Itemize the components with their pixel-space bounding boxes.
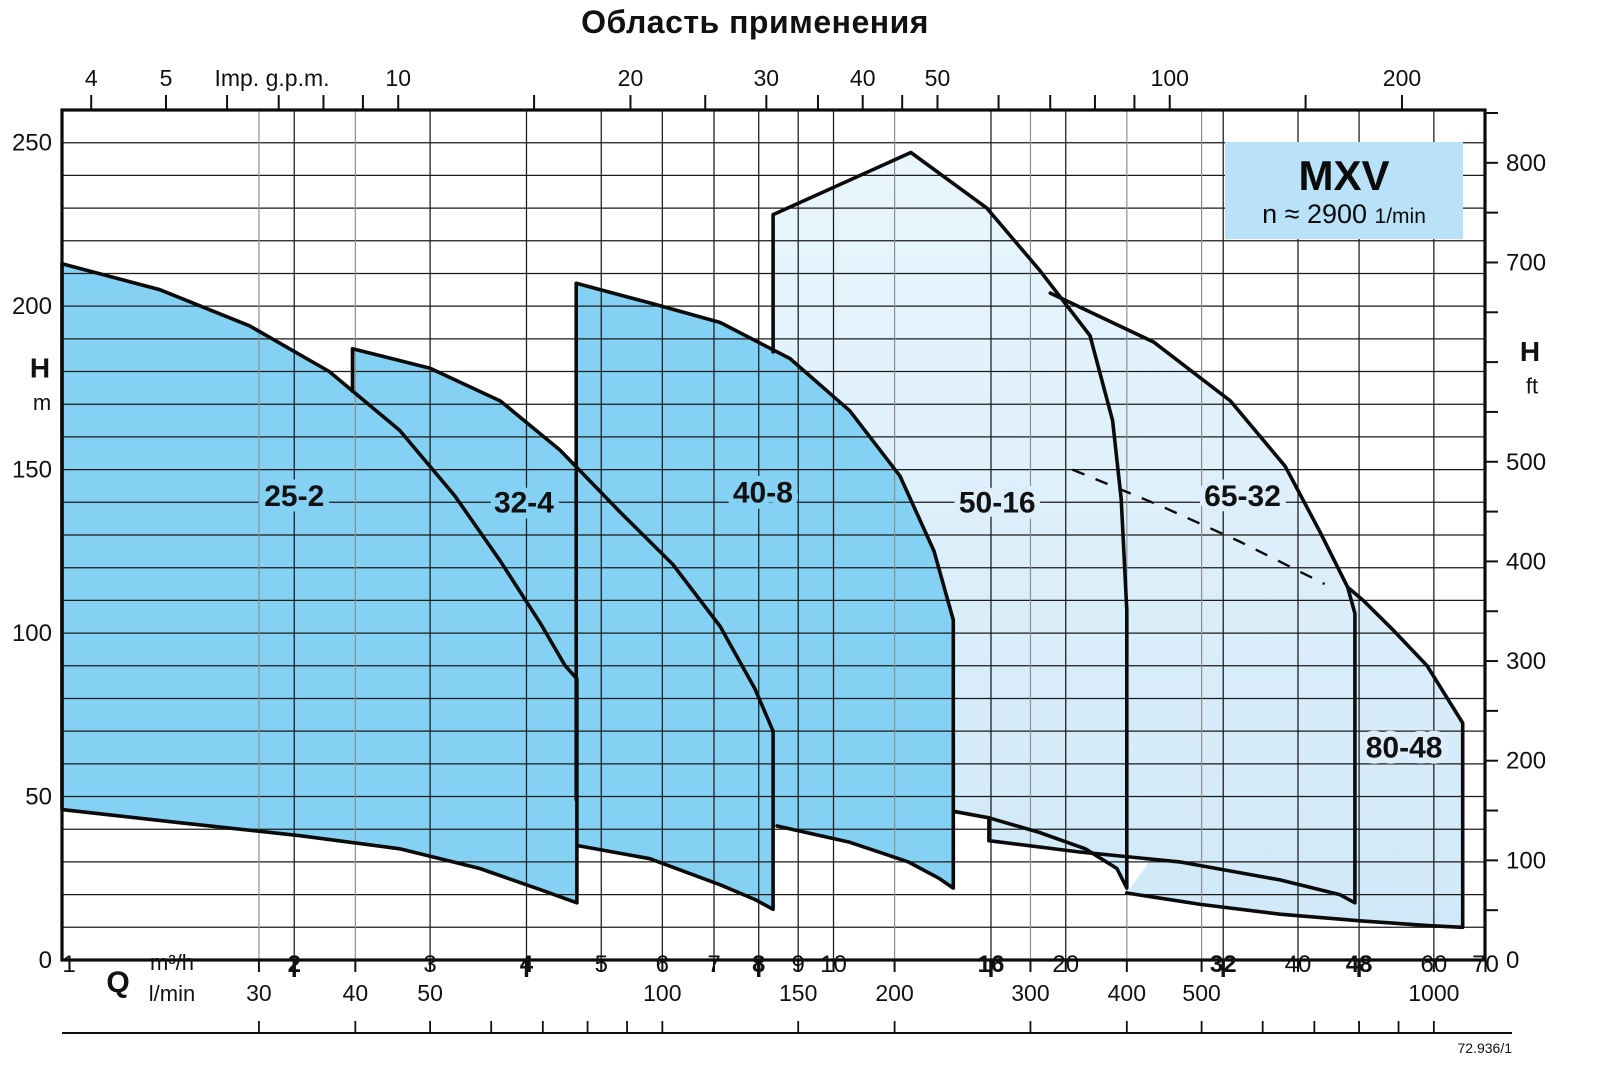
left-tick-label: 100 [12, 620, 52, 647]
left-tick-label: 250 [12, 130, 52, 157]
region-fill-80-48 [1126, 587, 1463, 928]
bottom-lmin-label: 200 [875, 980, 913, 1006]
left-tick-label: 150 [12, 457, 52, 484]
drawing-reference: 72.936/1 [1457, 1040, 1513, 1056]
legend-speed-unit: 1/min [1374, 204, 1426, 228]
region-outline-layer [60, 150, 1465, 930]
right-tick-label: 500 [1506, 449, 1546, 476]
bottom-m3h-label: 4 [520, 951, 534, 978]
top-tick-label: 20 [618, 65, 644, 91]
top-axis-unit: Imp. g.p.m. [214, 65, 329, 91]
top-tick-label: 4 [85, 65, 98, 91]
bottom-lmin-label: 40 [343, 980, 369, 1006]
bottom-m3h-label: 10 [820, 951, 847, 978]
left-tick-label: 0 [39, 947, 52, 974]
region-outline-25-2 [60, 261, 579, 905]
region-outline-50-16 [771, 150, 1129, 890]
bottom-lmin-label: 50 [417, 980, 443, 1006]
region-label-80-48: 80-48 [1366, 732, 1443, 765]
region-label-50-16: 50-16 [959, 486, 1036, 519]
bottom-lmin-label: 500 [1182, 980, 1220, 1006]
bottom-lmin-label: 150 [779, 980, 817, 1006]
bottom-m3h-label: 9 [792, 951, 805, 978]
legend-box: MXV n ≈ 2900 1/min [1225, 142, 1463, 239]
bottom-lmin-label: 300 [1011, 980, 1049, 1006]
right-axis-unit: ft [1526, 374, 1538, 399]
bottom-m3h-label: 48 [1346, 951, 1373, 978]
legend-model: MXV [1298, 151, 1390, 199]
bottom-lmin-label: 100 [643, 980, 681, 1006]
right-axis-symbol: H [1520, 336, 1540, 367]
bottom-m3h-label: 2 [288, 951, 301, 978]
bottom-m3h-label: 70 [1472, 951, 1499, 978]
bottom-lmin-label: 30 [246, 980, 272, 1006]
left-tick-label: 50 [25, 784, 52, 811]
bottom-m3h-label: 5 [595, 951, 608, 978]
top-tick-label: 200 [1383, 65, 1421, 91]
left-tick-label: 200 [12, 293, 52, 320]
dark-regions-fill-layer [62, 263, 954, 910]
region-label-40-8: 40-8 [733, 477, 793, 510]
bottom-m3h-label: 16 [978, 951, 1005, 978]
bottom-m3h-label: 8 [752, 951, 765, 978]
bottom-m3h-label: 6 [656, 951, 669, 978]
right-tick-label: 300 [1506, 648, 1546, 675]
dashed-limit-line [1071, 468, 1326, 586]
region-fill-40-8 [576, 283, 954, 889]
right-zero-label: 0 [1506, 947, 1519, 974]
bottom-m3h-label: 20 [1052, 951, 1079, 978]
legend-speed-value: n ≈ 2900 [1262, 198, 1368, 229]
top-tick-label: 50 [925, 65, 951, 91]
chart-title: Область применения [581, 4, 929, 40]
bottom-m3h-label: 40 [1285, 951, 1312, 978]
region-outline-80-48 [1125, 585, 1465, 930]
region-outline-40-8 [574, 281, 956, 890]
top-tick-label: 40 [850, 65, 876, 91]
left-axis-symbol: H [30, 352, 50, 383]
right-tick-label: 800 [1506, 150, 1546, 177]
right-tick-label: 200 [1506, 748, 1546, 775]
left-axis-unit: m [33, 390, 51, 415]
right-tick-label: 400 [1506, 548, 1546, 575]
bottom-unit-m3h: m³/h [150, 950, 194, 975]
bottom-m3h-label: 32 [1210, 951, 1237, 978]
legend-speed: n ≈ 2900 1/min [1262, 199, 1426, 229]
region-label-65-32: 65-32 [1204, 480, 1281, 513]
bottom-m3h-label: 7 [707, 951, 720, 978]
top-tick-label: 100 [1151, 65, 1189, 91]
top-tick-label: 30 [754, 65, 780, 91]
bottom-unit-lmin: l/min [149, 981, 195, 1006]
region-label-25-2: 25-2 [264, 480, 324, 513]
bottom-m3h-label: 1 [62, 951, 75, 978]
region-label-32-4: 32-4 [494, 486, 554, 519]
top-tick-label: 5 [160, 65, 173, 91]
flow-symbol: Q [106, 966, 129, 999]
region-label-layer: 25-2 32-4 40-8 50-16 65-32 80-48 [258, 471, 1448, 771]
region-outline-32-4 [350, 346, 775, 912]
top-tick-label: 10 [385, 65, 411, 91]
bottom-m3h-label: 3 [423, 951, 436, 978]
right-tick-label: 100 [1506, 847, 1546, 874]
region-outline-65-32 [987, 291, 1357, 905]
bottom-m3h-label: 60 [1420, 951, 1447, 978]
right-tick-label: 700 [1506, 249, 1546, 276]
bottom-lmin-label: 1000 [1408, 980, 1459, 1006]
bottom-lmin-label: 400 [1108, 980, 1146, 1006]
